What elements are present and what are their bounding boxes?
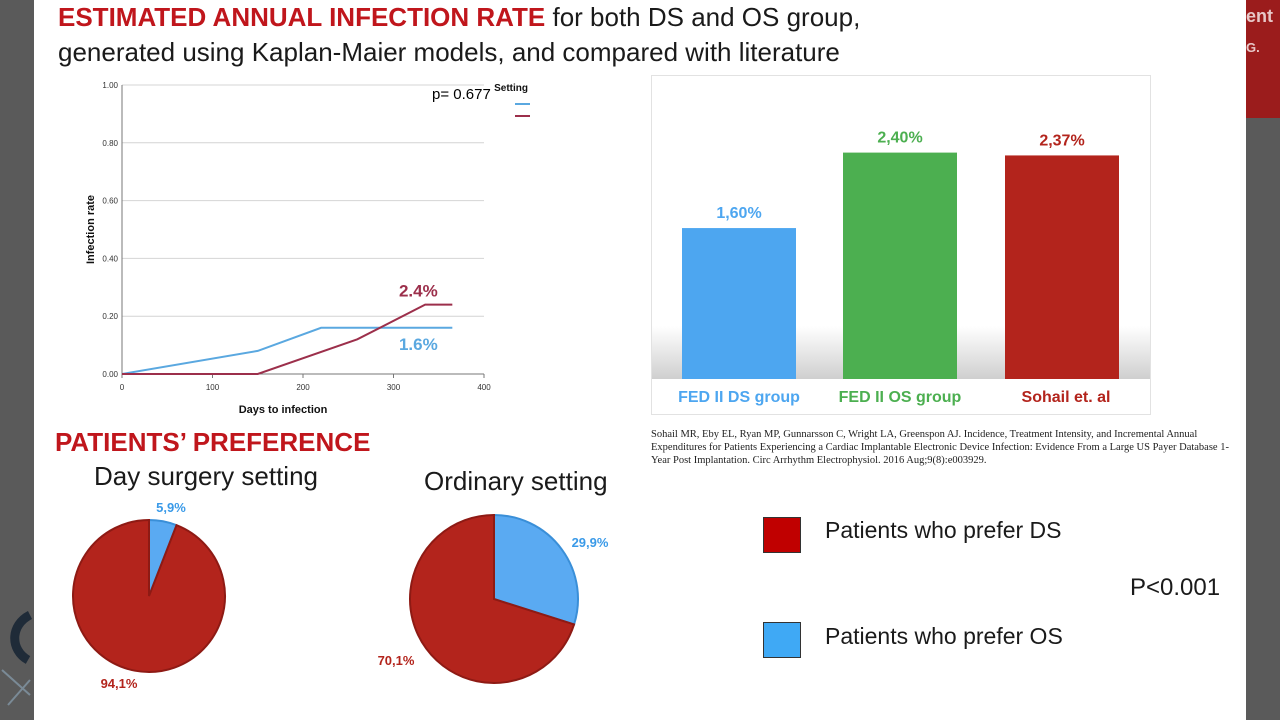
infection-rate-bar-chart: 1,60% FED II DS group 2,40% FED II OS group…	[651, 75, 1151, 415]
title-line-2: generated using Kaplan-Maier models, and…	[58, 37, 840, 67]
preference-title: PATIENTS’ PREFERENCE	[55, 427, 371, 457]
pie-slice-label: 70,1%	[378, 653, 415, 668]
pie-chart-day-surgery: 5,9% 94,1%	[72, 500, 226, 691]
adjacent-slide-text-b: G.	[1246, 40, 1260, 55]
km-p-value: p= 0.677	[432, 86, 491, 103]
legend-swatch-os	[763, 622, 801, 658]
bar-value-label: 2,37%	[1039, 132, 1084, 149]
bar-value-label: 2,40%	[877, 130, 922, 147]
bar	[1005, 155, 1119, 379]
x-tick-label: 100	[206, 383, 220, 392]
x-tick-label: 400	[477, 383, 491, 392]
series-line-day-surgery	[121, 326, 453, 375]
y-tick-label: 0.60	[102, 197, 118, 206]
y-tick-label: 0.40	[102, 254, 118, 263]
y-tick-label: 0.80	[102, 139, 118, 148]
y-tick-label: 0.20	[102, 312, 118, 321]
pie-slice	[72, 518, 226, 673]
legend-swatch-ds	[763, 517, 801, 553]
pie-title-day-surgery: Day surgery setting	[94, 461, 318, 491]
y-tick-label: 0.00	[102, 370, 118, 379]
adjacent-slide-text-a: ent	[1246, 6, 1273, 26]
series-end-label: 2.4%	[399, 282, 438, 301]
legend-label-os: Patients who prefer OS	[825, 623, 1063, 649]
pie-slice-label: 5,9%	[156, 500, 186, 515]
y-axis-label: Infection rate	[85, 195, 97, 264]
slide-title: ESTIMATED ANNUAL INFECTION RATE for both…	[58, 0, 860, 70]
series-end-label: 1.6%	[399, 335, 438, 354]
preference-p-value: P<0.001	[1130, 574, 1221, 601]
bar	[843, 152, 957, 379]
title-rest: for both DS and OS group,	[545, 2, 861, 32]
km-line-chart: 0.00 0.20 0.40 0.60 0.80 1.00 0 100 200 300 400 Day…	[85, 81, 530, 416]
pie-slice	[493, 513, 579, 626]
x-tick-label: 0	[120, 383, 125, 392]
pie-slice-label: 94,1%	[101, 676, 138, 691]
literature-citation: Sohail MR, Eby EL, Ryan MP, Gunnarsson C…	[651, 429, 1229, 466]
pie-chart-ordinary: 29,9% 70,1%	[378, 513, 609, 684]
adjacent-slide-strip: ent G.	[1246, 0, 1280, 118]
pie-slice-label: 29,9%	[572, 535, 609, 550]
x-axis-label: Days to infection	[239, 404, 328, 416]
bar	[682, 228, 796, 379]
legend-label-ds: Patients who prefer DS	[825, 517, 1062, 543]
bar-category-label: FED II DS group	[678, 389, 800, 406]
bar-category-label: Sohail et. al	[1022, 389, 1111, 406]
bar-value-label: 1,60%	[716, 205, 761, 222]
title-highlight: ESTIMATED ANNUAL INFECTION RATE	[58, 2, 546, 32]
series-line-ordinary	[122, 303, 453, 375]
legend-title: Setting	[494, 83, 528, 94]
pie-slice	[409, 513, 576, 684]
x-tick-label: 300	[387, 383, 401, 392]
decorative-logo-fragment	[1, 610, 33, 706]
y-tick-label: 1.00	[102, 81, 118, 90]
pie-title-ordinary: Ordinary setting	[424, 466, 608, 496]
x-tick-label: 200	[296, 383, 310, 392]
bar-category-label: FED II OS group	[839, 389, 962, 406]
